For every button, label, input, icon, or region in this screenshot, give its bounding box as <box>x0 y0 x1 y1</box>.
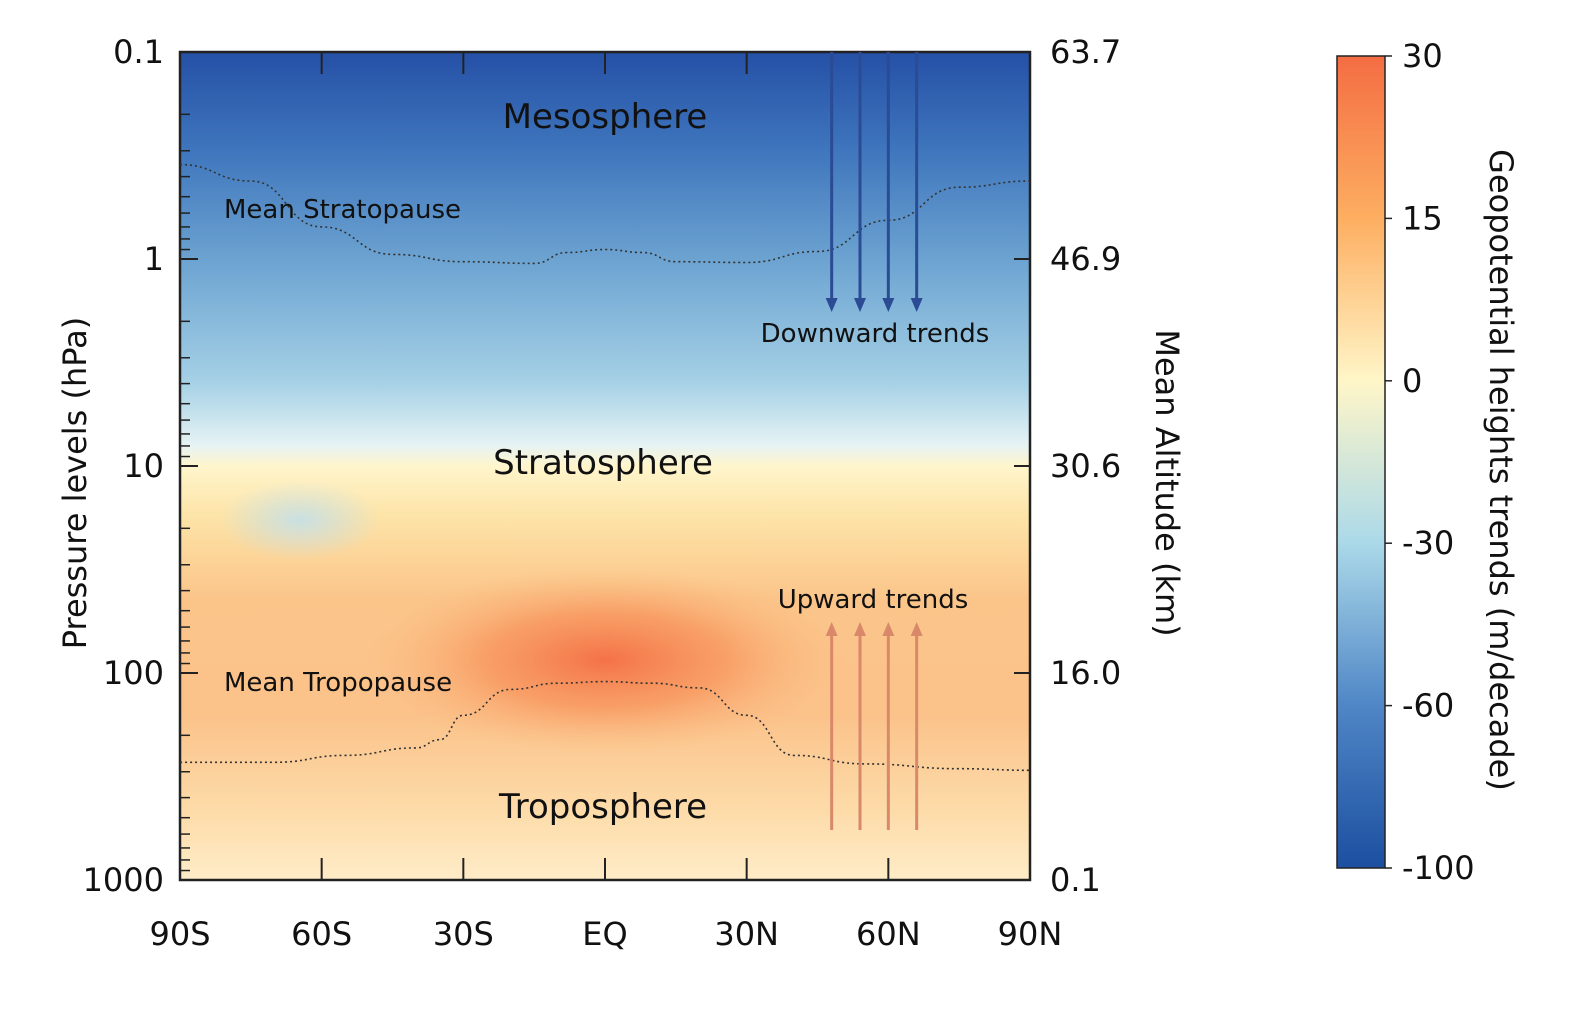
left-tick-label: 100 <box>103 654 164 692</box>
mean-tropopause-line <box>180 680 1031 772</box>
right-axis-ticks: 63.7 46.9 30.6 16.0 0.1 <box>1014 33 1121 899</box>
up-trend-arrow <box>825 622 838 830</box>
x-tick-label: 60N <box>856 915 921 953</box>
up-trend-arrow <box>910 622 923 830</box>
down-trend-arrow <box>854 52 866 312</box>
up-trend-arrow <box>854 622 866 830</box>
right-tick-label: 46.9 <box>1050 240 1121 278</box>
right-tick-label: 16.0 <box>1050 654 1121 692</box>
left-tick-label: 1 <box>144 240 164 278</box>
x-tick-label: 90N <box>998 915 1063 953</box>
region-label-troposphere: Troposphere <box>498 787 707 827</box>
x-tick-label: 30S <box>433 915 494 953</box>
colorbar-gradient <box>1336 55 1386 869</box>
down-trend-arrow <box>825 52 838 312</box>
colorbar-tick-label: 15 <box>1402 199 1443 237</box>
mean-stratopause-line <box>179 163 1031 265</box>
up-trend-arrow <box>882 622 895 830</box>
upward-trends-label: Upward trends <box>778 585 969 615</box>
right-tick-label: 30.6 <box>1050 447 1121 485</box>
down-trend-arrow <box>882 52 895 312</box>
x-tick-label: 90S <box>149 915 210 953</box>
left-tick-label: 0.1 <box>113 33 164 71</box>
x-tick-label: EQ <box>582 915 627 953</box>
colorbar-tick-label: -30 <box>1402 524 1454 562</box>
colorbar-tick-label: 30 <box>1402 37 1443 75</box>
colorbar: 30 15 0 -30 -60 -100 Geopotential heights tre… <box>1336 37 1520 887</box>
region-label-mesosphere: Mesosphere <box>503 97 708 137</box>
x-axis-ticks: 90S 60S 30S EQ 30N 60N 90N <box>149 52 1062 953</box>
right-tick-label: 0.1 <box>1050 861 1101 899</box>
trend-arrows <box>825 52 923 830</box>
colorbar-ticks: 30 15 0 -30 -60 -100 <box>1385 37 1475 887</box>
x-tick-label: 30N <box>714 915 779 953</box>
down-trend-arrow <box>910 52 923 312</box>
left-tick-label: 1000 <box>83 861 164 899</box>
region-label-stratosphere: Stratosphere <box>493 443 713 483</box>
left-tick-label: 10 <box>123 447 164 485</box>
colorbar-tick-label: 0 <box>1402 362 1422 400</box>
right-axis-title: Mean Altitude (km) <box>1148 329 1186 636</box>
mean-lines <box>179 163 1031 772</box>
left-axis-title: Pressure levels (hPa) <box>56 317 94 649</box>
tropopause-label: Mean Tropopause <box>224 668 452 698</box>
colorbar-title: Geopotential heights trends (m/decade) <box>1482 149 1520 791</box>
downward-trends-label: Downward trends <box>761 319 990 349</box>
left-axis-ticks: 0.1 1 10 100 1000 <box>83 33 198 899</box>
stratopause-label: Mean Stratopause <box>224 195 461 225</box>
x-tick-label: 60S <box>291 915 352 953</box>
right-tick-label: 63.7 <box>1050 33 1121 71</box>
colorbar-tick-label: -60 <box>1402 687 1454 725</box>
colorbar-tick-label: -100 <box>1402 849 1475 887</box>
